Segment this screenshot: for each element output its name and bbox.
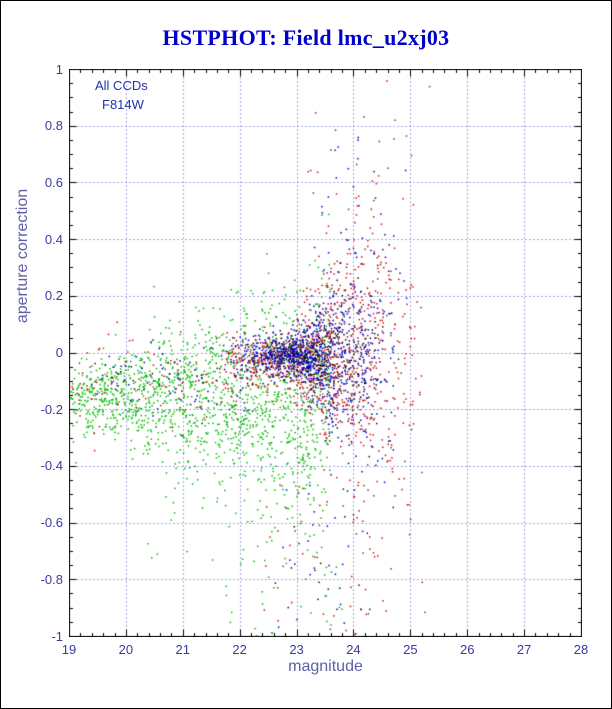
scatter-plot-canvas: [69, 69, 582, 637]
x-tick-label: 27: [516, 642, 532, 657]
x-tick-label: 25: [403, 642, 418, 657]
y-tick-label: 1: [55, 61, 63, 77]
y-tick-label: 0.6: [44, 174, 63, 190]
chart-title: HSTPHOT: Field lmc_u2xj03: [162, 25, 450, 50]
y-tick-label: -0.8: [40, 571, 63, 587]
y-tick-label: -0.2: [40, 401, 63, 417]
x-tick-label: 22: [232, 642, 247, 657]
y-tick-label: 0.2: [44, 288, 63, 304]
y-tick-label: -1: [51, 628, 63, 644]
y-tick-label: 0.8: [44, 118, 63, 134]
y-tick-label: -0.6: [40, 515, 63, 531]
y-tick-label: -0.4: [40, 458, 63, 474]
x-tick-label: 24: [346, 642, 361, 657]
x-tick-label: 23: [289, 642, 304, 657]
x-tick-label: 28: [573, 642, 589, 657]
x-tick-label: 19: [61, 642, 77, 657]
x-tick-label: 21: [175, 642, 190, 657]
x-tick-label: 20: [118, 642, 134, 657]
x-tick-label: 26: [459, 642, 475, 657]
annotation-filter-f814w: F814W: [102, 97, 144, 112]
annotation-all-ccds: All CCDs: [95, 78, 148, 93]
x-axis-label: magnitude: [288, 658, 363, 675]
y-tick-label: 0: [55, 345, 63, 360]
y-tick-label: 0.4: [44, 231, 63, 247]
